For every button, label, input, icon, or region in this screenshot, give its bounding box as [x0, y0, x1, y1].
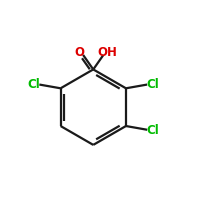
Text: Cl: Cl [147, 124, 159, 137]
Text: Cl: Cl [27, 78, 40, 91]
Text: O: O [74, 46, 84, 59]
Text: OH: OH [98, 46, 118, 59]
Text: Cl: Cl [147, 78, 159, 91]
